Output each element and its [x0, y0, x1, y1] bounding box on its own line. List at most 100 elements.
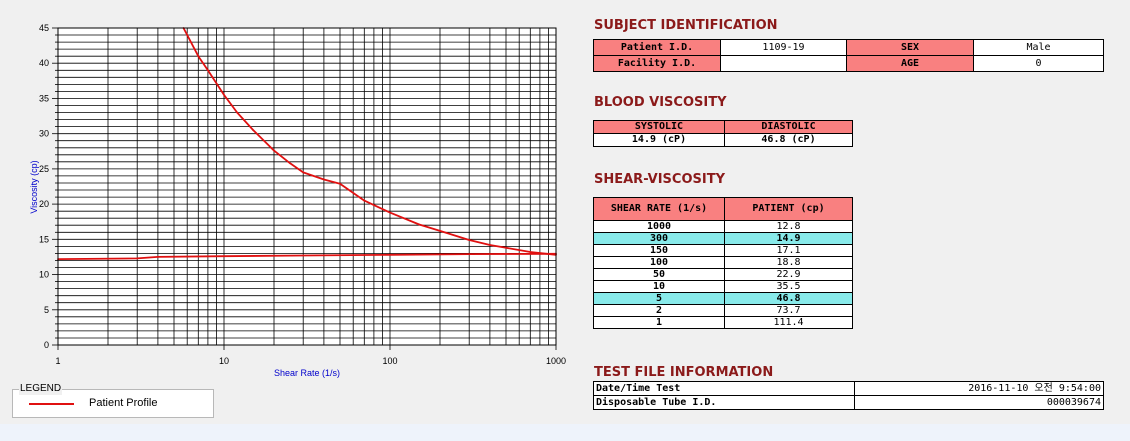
series-point	[223, 255, 225, 258]
test-file-table: Date/Time Test 2016-11-10 오전 9:54:00 Dis…	[593, 381, 1104, 410]
shear-rate-cell: 100	[593, 256, 725, 269]
shear-rate-column-header: SHEAR RATE (1/s)	[593, 197, 725, 221]
table-row: 100 18.8	[593, 256, 853, 269]
patient-id-label: Patient I.D.	[593, 39, 721, 56]
table-row: Date/Time Test 2016-11-10 오전 9:54:00	[593, 381, 1104, 396]
patient-id-value: 1109-19	[720, 39, 847, 56]
table-row: 2 73.7	[593, 304, 853, 317]
series-layer	[57, 27, 557, 260]
table-row: 14.9 (cP) 46.8 (cP)	[593, 133, 853, 147]
series-point	[236, 111, 239, 114]
series-point	[252, 129, 255, 132]
legend: LEGEND Patient Profile	[12, 383, 214, 418]
patient-value-cell: 46.8	[724, 292, 853, 305]
facility-id-value	[720, 55, 847, 72]
plot-border	[57, 27, 557, 346]
shear-rate-cell: 300	[593, 232, 725, 245]
age-label: AGE	[846, 55, 974, 72]
table-row: Facility I.D. AGE 0	[593, 55, 1104, 72]
sex-label: SEX	[846, 39, 974, 56]
y-tick-label: 40	[39, 58, 49, 68]
series-point	[468, 239, 471, 241]
tube-id-label: Disposable Tube I.D.	[593, 395, 855, 410]
table-row: 10 35.5	[593, 280, 853, 293]
shear-rate-cell: 2	[593, 304, 725, 317]
shear-table-body: 1000 12.8 300 14.9 150 17.1 100 18.8 50 22.9 10 35.…	[593, 220, 853, 329]
plot-area	[58, 28, 556, 345]
x-tick-label: 1000	[546, 356, 566, 366]
patient-value-cell: 73.7	[724, 304, 853, 317]
table-row: 300 14.9	[593, 232, 853, 245]
series-point	[363, 199, 366, 202]
table-row: Disposable Tube I.D. 000039674	[593, 395, 1104, 410]
shear-rate-cell: 1000	[593, 220, 725, 233]
legend-line-swatch	[29, 403, 74, 405]
table-row: 1 111.4	[593, 316, 853, 329]
series-point	[302, 171, 305, 174]
x-tick-label: 1	[55, 356, 60, 366]
y-tick-label: 5	[44, 305, 49, 315]
series-point	[468, 253, 471, 256]
shear-rate-cell: 1	[593, 316, 725, 329]
series-point	[323, 178, 325, 181]
y-tick-label: 15	[39, 234, 49, 244]
series-point	[157, 256, 159, 258]
series-point	[505, 246, 507, 249]
series-point	[223, 94, 225, 96]
datetime-value: 2016-11-10 오전 9:54:00	[854, 381, 1104, 396]
viscosity-chart: 1 10 100 1000 0 5 10 15 20 25 30 35 40 45 Shear Rate…	[29, 23, 566, 378]
series-point	[489, 244, 491, 246]
table-row: 5 46.8	[593, 292, 853, 305]
series-point	[207, 69, 209, 72]
patient-value-cell: 111.4	[724, 316, 853, 329]
table-row: 150 17.1	[593, 244, 853, 257]
shear-rate-cell: 5	[593, 292, 725, 305]
y-tick-label: 25	[39, 164, 49, 174]
shear-viscosity-table: SHEAR RATE (1/s) PATIENT (cp) 1000 12.8 30…	[593, 197, 853, 329]
legend-title: LEGEND	[19, 383, 63, 395]
y-tick-labels: 0 5 10 15 20 25 30 35 40 45	[39, 23, 49, 350]
series-point	[136, 257, 139, 260]
y-tick-label: 0	[44, 340, 49, 350]
shear-rate-cell: 10	[593, 280, 725, 293]
series-point	[339, 182, 341, 185]
x-tick-label: 10	[219, 356, 229, 366]
patient-value-cell: 35.5	[724, 280, 853, 293]
y-tick-label: 10	[39, 270, 49, 280]
table-header-row: SHEAR RATE (1/s) PATIENT (cp)	[593, 197, 853, 221]
patient-value-cell: 14.9	[724, 232, 853, 245]
subject-table: Patient I.D. 1109-19 SEX Male Facility I…	[593, 39, 1104, 72]
series-point	[289, 162, 291, 165]
shear-rate-cell: 50	[593, 268, 725, 281]
systolic-label: SYSTOLIC	[593, 120, 725, 134]
patient-column-header: PATIENT (cp)	[724, 197, 853, 221]
patient-value-cell: 17.1	[724, 244, 853, 257]
table-row: 1000 12.8	[593, 220, 853, 233]
patient-value-cell: 22.9	[724, 268, 853, 281]
table-row: 50 22.9	[593, 268, 853, 281]
series-point	[273, 149, 275, 152]
test-file-title: TEST FILE INFORMATION	[594, 365, 774, 380]
shear-viscosity-title: SHEAR-VISCOSITY	[594, 172, 725, 187]
x-axis-title: Shear Rate (1/s)	[274, 368, 340, 378]
x-tick-label: 100	[382, 356, 397, 366]
series-point	[197, 55, 200, 58]
systolic-value: 14.9 (cP)	[593, 133, 725, 147]
tube-id-value: 000039674	[854, 395, 1104, 410]
series-point	[389, 253, 391, 256]
series-line	[57, 252, 557, 260]
y-tick-label: 35	[39, 93, 49, 103]
subject-title: SUBJECT IDENTIFICATION	[594, 18, 778, 33]
shear-rate-cell: 150	[593, 244, 725, 257]
series-point	[439, 230, 441, 232]
facility-id-label: Facility I.D.	[593, 55, 721, 72]
legend-label: Patient Profile	[89, 397, 158, 409]
age-value: 0	[973, 55, 1104, 72]
sex-value: Male	[973, 39, 1104, 56]
diastolic-label: DIASTOLIC	[724, 120, 853, 134]
y-tick-label: 45	[39, 23, 49, 33]
y-tick-label: 30	[39, 129, 49, 139]
blood-viscosity-title: BLOOD VISCOSITY	[594, 95, 727, 110]
series-point	[186, 34, 189, 36]
series-point	[389, 211, 391, 214]
